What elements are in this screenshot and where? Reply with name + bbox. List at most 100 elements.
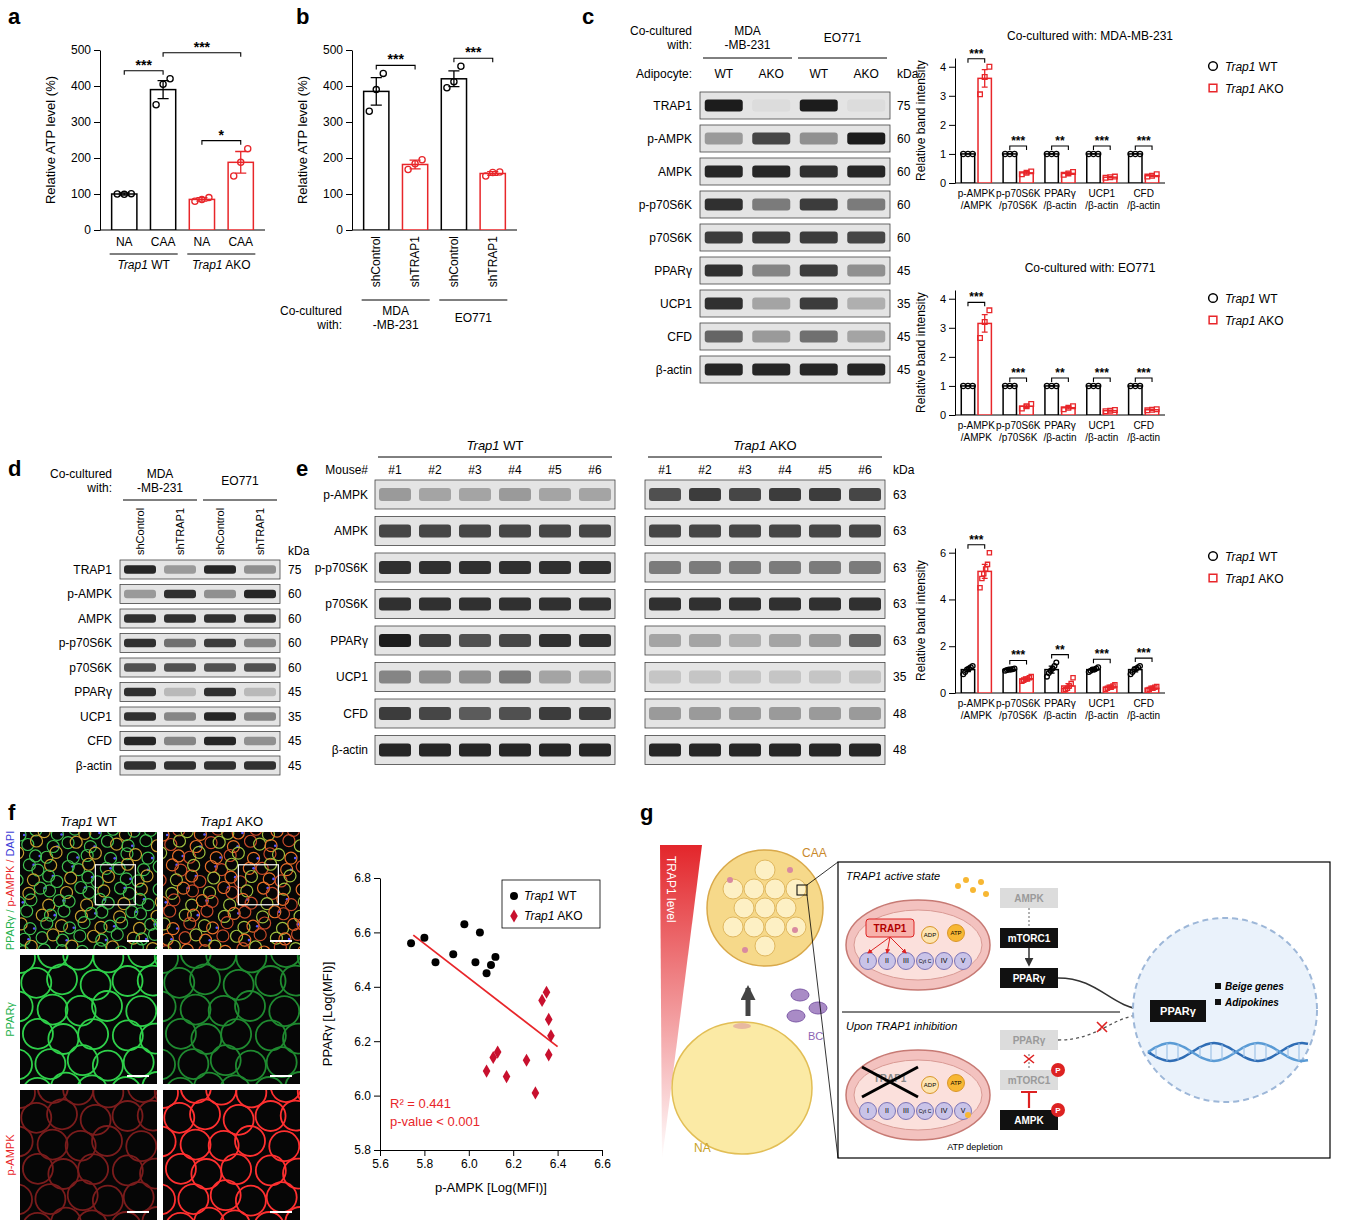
group-line: [798, 58, 887, 59]
cell-outline: [120, 873, 132, 885]
cell-outline: [140, 1024, 157, 1054]
data-point: [1113, 408, 1118, 413]
cell-outline: [188, 859, 200, 871]
blot-strip: [120, 707, 280, 726]
cell-outline: [259, 917, 271, 929]
bar: [978, 323, 991, 415]
axis-line: [955, 291, 956, 416]
tick: 0: [84, 223, 100, 237]
annotation: p-value < 0.001: [390, 1114, 480, 1129]
respiratory-complex: [917, 1103, 934, 1120]
tick-label: 6.6: [354, 926, 371, 940]
signal-node: [1000, 1110, 1058, 1130]
nuclear-factor: [1150, 1000, 1206, 1022]
scale-bar: [127, 1211, 149, 1213]
band: [499, 744, 531, 757]
band: [689, 671, 721, 684]
row-label: β-actin: [656, 363, 692, 377]
row-label-part: PPARγ: [4, 1002, 16, 1037]
band: [124, 712, 156, 720]
band: [164, 712, 196, 720]
row-label: p-p70S6K: [639, 198, 692, 212]
kda-label: 60: [897, 132, 911, 146]
plot-marks: [364, 63, 506, 230]
data-point: [1012, 666, 1017, 671]
band: [649, 525, 681, 538]
band: [124, 614, 156, 622]
group-line: [187, 254, 255, 255]
blot-strip: [120, 756, 280, 775]
legend-marker: [1209, 316, 1217, 324]
category-label: UCP1/β-actin: [1085, 420, 1118, 443]
zoom-box: [797, 885, 807, 895]
zoom-inset: [95, 865, 135, 905]
group-label: Trap1 AKO: [192, 258, 250, 272]
data-point: [192, 198, 198, 204]
column-label: Trap1 AKO: [200, 814, 263, 829]
band: [689, 525, 721, 538]
lane-label: shTRAP1: [174, 508, 186, 555]
significance: ***: [1095, 366, 1109, 380]
cell-outline: [296, 883, 300, 895]
tick-label: 2: [940, 119, 946, 131]
row-label: PPARγ: [4, 1002, 16, 1037]
dna-strand: [1148, 1043, 1308, 1061]
respiratory-complex: [898, 953, 915, 970]
significance: **: [1055, 643, 1065, 657]
band: [689, 561, 721, 574]
phospho-mark: [1051, 1063, 1065, 1077]
band: [539, 488, 571, 501]
tick-label: 0: [336, 223, 343, 237]
cell-outline: [298, 955, 300, 971]
blot-strip: [375, 590, 615, 619]
cell-outline: [184, 917, 196, 929]
micrograph: [163, 1090, 300, 1220]
lane-label: #6: [588, 463, 602, 477]
axis-line: [100, 51, 101, 231]
band: [752, 166, 790, 178]
respiratory-complex: [879, 953, 896, 970]
band: [729, 707, 761, 720]
cell-outline: [153, 883, 157, 895]
cell-outline: [236, 1051, 266, 1081]
lipid-droplet: [744, 879, 764, 899]
micrograph-bg: [20, 955, 157, 1084]
cell-outline: [258, 946, 270, 949]
cell-outline: [181, 995, 211, 1025]
cell-outline: [247, 920, 259, 932]
data-point: [460, 920, 468, 928]
cell-outline: [269, 1131, 299, 1161]
cell-outline: [250, 832, 262, 835]
data-point: [523, 1054, 531, 1067]
cell-outline: [51, 832, 63, 840]
cell-outline: [254, 1077, 284, 1084]
band: [459, 671, 491, 684]
cell-outline: [206, 895, 218, 907]
cell-outline: [261, 898, 273, 910]
band: [752, 364, 790, 376]
band: [539, 634, 571, 647]
cell-outline: [298, 1090, 300, 1106]
category-label: p-AMPK/AMPK: [958, 420, 996, 443]
band: [124, 565, 156, 573]
lane-label: WT: [809, 67, 828, 81]
cell-outline: [232, 847, 244, 859]
tick-label: 6.2: [354, 1035, 371, 1049]
tick: 6.0: [461, 1150, 478, 1171]
data-point: [532, 1086, 540, 1099]
blot-strip: [700, 158, 890, 185]
tick-mark: [949, 357, 955, 358]
tick-mark: [346, 230, 352, 231]
lane-label: shControl: [134, 508, 146, 555]
cell-outline: [142, 852, 154, 864]
row-label-part: p-AMPK /: [4, 858, 16, 906]
cell-outline: [154, 918, 157, 930]
signal-node: [1000, 888, 1058, 908]
band: [164, 761, 196, 769]
cell-outline: [126, 996, 156, 1026]
nucleus-dot: [166, 834, 169, 837]
nucleus-dot: [248, 939, 251, 942]
cell-outline: [178, 1049, 208, 1079]
significance: ***: [135, 57, 152, 73]
band: [705, 298, 743, 310]
